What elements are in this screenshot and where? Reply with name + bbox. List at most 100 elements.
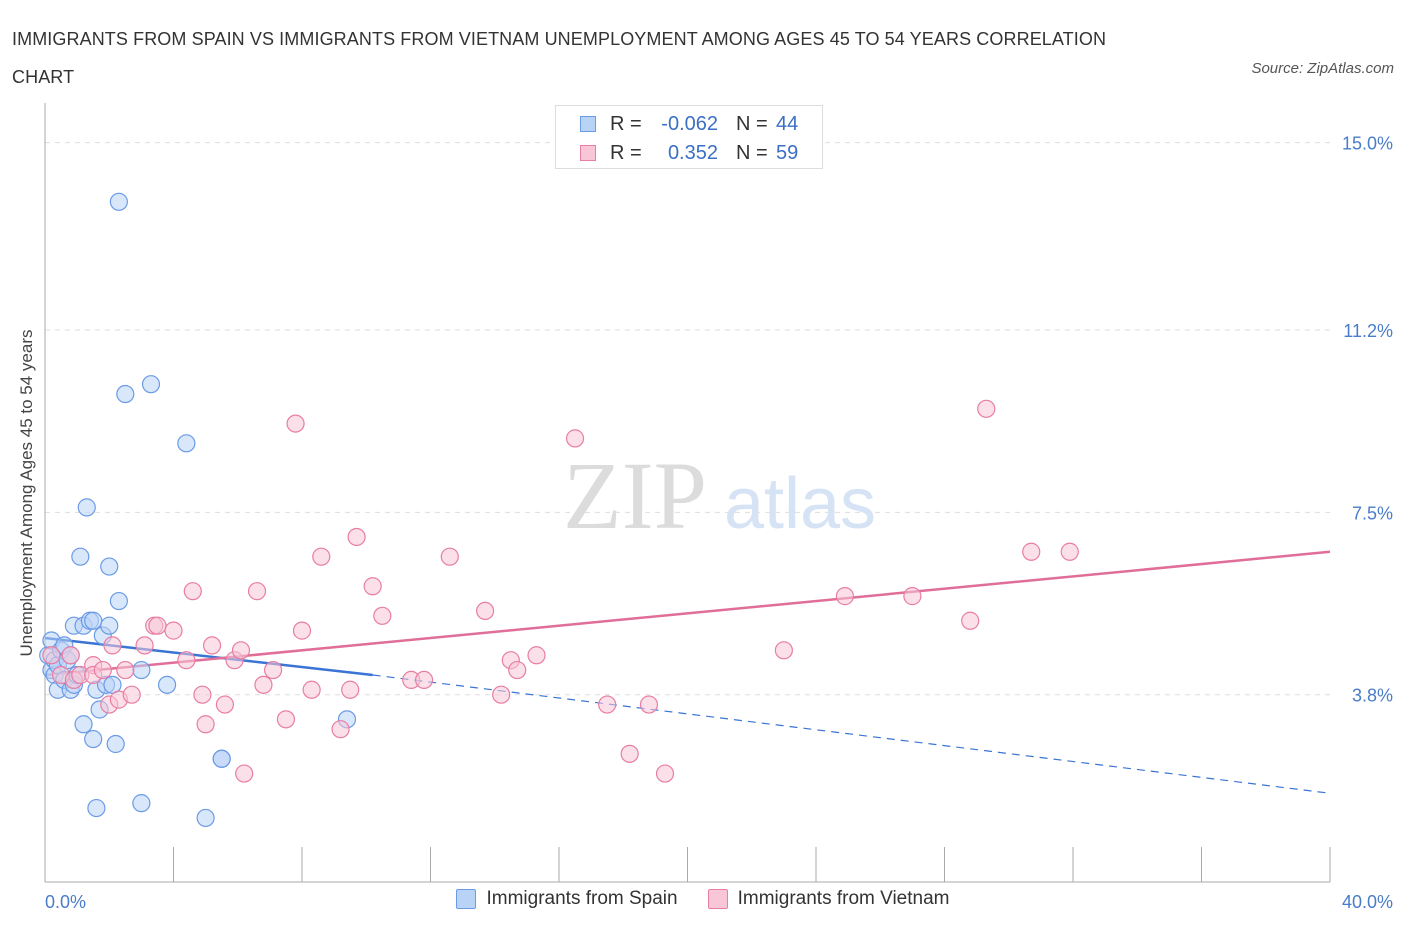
vietnam-point (508, 660, 527, 680)
vietnam-point (183, 582, 202, 601)
vietnam-point (598, 695, 617, 714)
vietnam-r-value: 0.352 (667, 141, 718, 164)
n-label: N = (736, 112, 768, 135)
vietnam-point (312, 547, 331, 566)
vietnam-legend-swatch (707, 889, 728, 909)
vietnam-point (148, 616, 167, 635)
vietnam-point (620, 744, 639, 763)
r-label: R = (610, 112, 642, 135)
vietnam-point (93, 660, 112, 680)
vietnam-point (202, 636, 222, 655)
spain-swatch (580, 116, 596, 132)
vietnam-point (414, 670, 434, 690)
vietnam-point (215, 695, 234, 714)
vietnam-point (292, 621, 312, 640)
tick-labels: 3.8% 7.5% 11.2% 15.0% 0.0% 40.0% (45, 134, 1393, 912)
spain-trend-solid (44, 636, 373, 677)
vietnam-point (774, 641, 793, 660)
vietnam-point (639, 695, 659, 714)
vietnam-legend-label: Immigrants from Vietnam (737, 888, 950, 909)
vietnam-point (177, 651, 196, 670)
legend-row-spain: R = -0.062 N = 44 (580, 110, 798, 138)
vietnam-point (231, 641, 251, 660)
spain-point (132, 794, 151, 813)
chart-source: Source: ZipAtlas.com (1251, 60, 1394, 77)
vietnam-point (1060, 542, 1079, 561)
y-axis-label: Unemployment Among Ages 45 to 54 years (17, 330, 36, 657)
vietnam-point (247, 582, 267, 601)
spain-point (196, 808, 215, 828)
vietnam-point (302, 680, 321, 699)
y-tick-label: 11.2% (1343, 321, 1393, 341)
vietnam-point (276, 710, 296, 729)
x-tick-label: 0.0% (45, 892, 86, 912)
vietnam-point (835, 587, 855, 606)
spain-point (84, 729, 103, 749)
vietnam-point (61, 646, 80, 665)
spain-point (109, 192, 128, 211)
n-label: N = (736, 141, 768, 164)
vietnam-swatch (580, 145, 596, 161)
spain-point (100, 616, 119, 635)
spain-point (106, 734, 125, 754)
vietnam-point (1022, 542, 1041, 561)
legend-item-vietnam[interactable]: Immigrants from Vietnam (707, 888, 950, 910)
r-label: R = (610, 141, 642, 164)
vietnam-point (565, 429, 585, 448)
vietnam-n-value: 59 (776, 141, 799, 164)
vietnam-point (196, 715, 215, 734)
y-tick-label: 3.8% (1352, 686, 1393, 706)
data-points (39, 192, 1079, 828)
spain-legend-swatch (456, 889, 477, 909)
spain-point (74, 715, 93, 734)
vietnam-point (903, 587, 922, 606)
vietnam-point (977, 399, 996, 418)
x-tick-label: 40.0% (1342, 892, 1393, 912)
correlation-legend: R = -0.062 N = 44 R = 0.352 N = 59 (555, 105, 823, 169)
legend-item-spain[interactable]: Immigrants from Spain (456, 888, 678, 910)
vietnam-point (193, 685, 212, 704)
spain-point (84, 611, 103, 630)
vietnam-point (331, 720, 350, 739)
y-tick-label: 15.0% (1342, 134, 1393, 154)
gridlines (45, 142, 1330, 696)
spain-legend-label: Immigrants from Spain (486, 888, 678, 909)
spain-trend-dashed (372, 674, 1331, 794)
vietnam-point (476, 601, 495, 621)
vietnam-point (373, 606, 392, 625)
spain-n-value: 44 (776, 112, 799, 135)
vietnam-point (286, 414, 305, 433)
spain-r-value: -0.062 (661, 112, 718, 135)
spain-point (87, 798, 106, 818)
watermark-zip: ZIP (563, 442, 707, 549)
vietnam-point (492, 685, 511, 704)
watermark-atlas: atlas (724, 464, 876, 544)
vietnam-point (263, 660, 283, 680)
series-legend: Immigrants from Spain Immigrants from Vi… (0, 888, 1406, 910)
trend-lines (44, 550, 1331, 794)
vietnam-point (527, 646, 546, 665)
vietnam-point (363, 577, 382, 596)
spain-point (71, 547, 90, 566)
vietnam-point (655, 764, 675, 783)
spain-point (212, 749, 231, 768)
spain-point (100, 557, 119, 576)
spain-point (157, 675, 177, 694)
spain-point (109, 591, 128, 611)
spain-point (116, 384, 135, 404)
y-tick-label: 7.5% (1352, 503, 1393, 523)
vietnam-point (341, 680, 360, 699)
vietnam-point (103, 636, 122, 655)
vietnam-point (254, 675, 273, 694)
vietnam-point (164, 621, 183, 640)
spain-point (132, 660, 151, 680)
spain-point (141, 375, 161, 394)
vietnam-point (440, 547, 459, 566)
vietnam-point (135, 636, 154, 655)
chart-title: IMMIGRANTS FROM SPAIN VS IMMIGRANTS FROM… (12, 29, 1107, 87)
legend-row-vietnam: R = 0.352 N = 59 (580, 139, 798, 167)
vietnam-trend (44, 550, 1331, 677)
vietnam-point (961, 611, 980, 630)
vietnam-point (235, 764, 254, 783)
